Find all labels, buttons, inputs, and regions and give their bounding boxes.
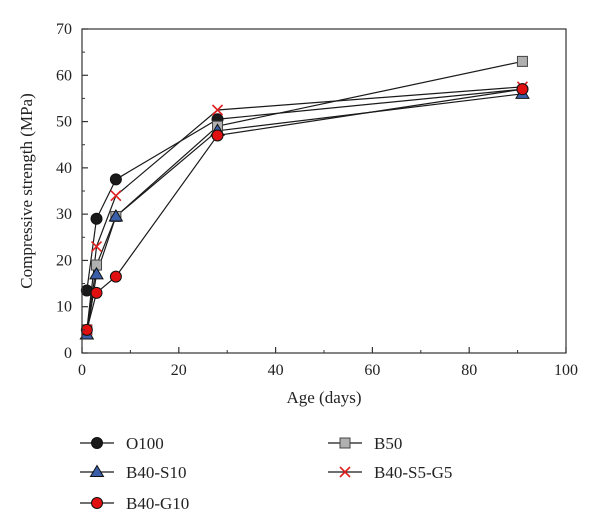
data-point-b40-g10 (90, 286, 103, 299)
y-tick-label: 10 (56, 299, 72, 316)
y-tick-label: 30 (56, 206, 72, 223)
legend-label: O100 (126, 434, 164, 453)
legend-label: B40-S5-G5 (374, 463, 452, 482)
plot-frame (81, 28, 567, 354)
x-tick-label: 60 (364, 362, 380, 379)
series-line-o100 (86, 88, 523, 291)
cross-stroke (339, 466, 351, 478)
data-point-b40-s5-g5 (211, 104, 224, 116)
data-point-o100 (80, 284, 93, 297)
series-line-b40-s10 (86, 93, 523, 335)
legend-label: B40-G10 (126, 494, 189, 513)
plot-area (79, 55, 530, 340)
series-line-b40-g10 (86, 88, 523, 331)
legend: O100 B50 B40-S10 B40-S5-G5 B40-G10 (80, 434, 452, 513)
data-point-b50 (516, 55, 528, 67)
data-point-b40-s5-g5 (90, 240, 103, 253)
x-tick-label: 100 (554, 362, 578, 379)
series-line-b40-s5-g5 (86, 86, 523, 330)
legend-label: B40-S10 (126, 463, 186, 482)
cross-stroke (110, 190, 122, 202)
x-axis-title: Age (days) (286, 388, 361, 407)
data-point-b40-g10 (211, 129, 224, 142)
y-tick-label: 50 (56, 114, 72, 131)
y-tick-label: 60 (56, 67, 72, 84)
y-tick-label: 0 (64, 345, 72, 362)
legend-marker (91, 437, 103, 449)
data-point-b40-g10 (516, 83, 529, 96)
data-point-b40-s10 (89, 266, 104, 280)
data-point-o100 (90, 212, 103, 225)
x-tick-label: 0 (78, 362, 86, 379)
legend-item-b40-s5-g5: B40-S5-G5 (328, 463, 452, 482)
data-point-b40-s5-g5 (110, 190, 122, 202)
legend-item-b50: B50 (328, 434, 402, 453)
data-point-b40-g10 (80, 323, 93, 336)
legend-marker (91, 497, 103, 509)
data-point-b40-g10 (109, 270, 122, 283)
legend-label: B50 (374, 434, 402, 453)
cross-stroke (90, 240, 103, 253)
data-point-o100 (109, 173, 122, 186)
legend-item-o100: O100 (80, 434, 164, 453)
x-tick-label: 40 (268, 362, 284, 379)
y-tick-label: 20 (56, 252, 72, 269)
y-tick-label: 40 (56, 160, 72, 177)
axes: Age (days) Compressive strength (MPa) 0 2… (17, 21, 578, 407)
legend-marker (89, 464, 105, 478)
legend-item-b40-g10: B40-G10 (80, 494, 189, 513)
data-point-b40-s10 (108, 208, 124, 222)
legend-marker (339, 437, 351, 449)
legend-marker (339, 466, 351, 478)
legend-item-b40-s10: B40-S10 (80, 463, 186, 482)
x-tick-label: 20 (171, 362, 187, 379)
y-axis-title: Compressive strength (MPa) (17, 93, 36, 288)
cross-stroke (211, 104, 224, 116)
y-tick-label: 70 (56, 21, 72, 38)
x-tick-label: 80 (461, 362, 477, 379)
